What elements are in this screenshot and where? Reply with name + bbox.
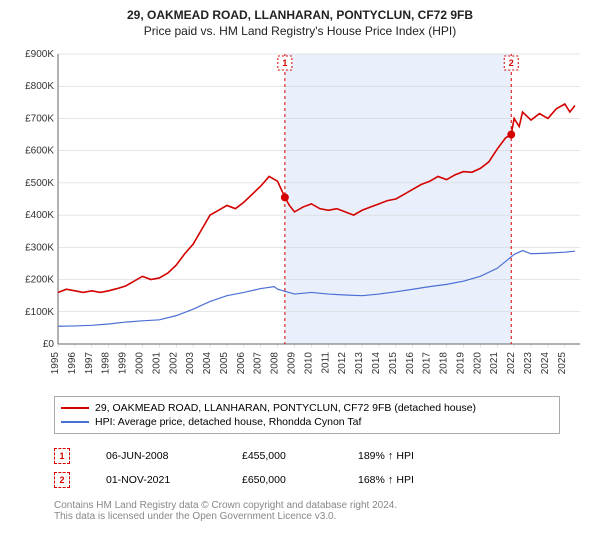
sale-marker-badge: 2: [54, 472, 70, 488]
svg-text:2022: 2022: [506, 352, 517, 375]
svg-text:£300K: £300K: [25, 242, 54, 253]
footer-line-1: Contains HM Land Registry data © Crown c…: [54, 500, 560, 511]
sale-hpi-suffix: HPI: [396, 450, 414, 462]
svg-text:£100K: £100K: [25, 307, 54, 318]
svg-text:2023: 2023: [523, 352, 534, 375]
sale-hpi-suffix: HPI: [396, 474, 414, 486]
arrow-up-icon: ↑: [388, 450, 394, 462]
sale-hpi-pct: 168%: [358, 474, 385, 486]
svg-text:2003: 2003: [185, 352, 196, 375]
svg-text:2025: 2025: [557, 352, 568, 375]
sale-price: £455,000: [242, 450, 322, 462]
sale-hpi: 168% ↑ HPI: [358, 474, 448, 486]
svg-text:£500K: £500K: [25, 178, 54, 189]
arrow-up-icon: ↑: [388, 474, 394, 486]
chart-container: 29, OAKMEAD ROAD, LLANHARAN, PONTYCLUN, …: [0, 0, 600, 526]
svg-text:1996: 1996: [67, 352, 78, 375]
svg-text:2015: 2015: [388, 352, 399, 375]
svg-text:2021: 2021: [489, 352, 500, 375]
svg-text:2018: 2018: [439, 352, 450, 375]
chart-plot: £0 £100K £200K £300K £400K £500K £600K £700K £80…: [10, 44, 590, 384]
legend-box: 29, OAKMEAD ROAD, LLANHARAN, PONTYCLUN, …: [54, 396, 560, 434]
svg-text:2008: 2008: [270, 352, 281, 375]
svg-text:1997: 1997: [84, 352, 95, 375]
sale-date: 06-JUN-2008: [106, 450, 206, 462]
svg-text:2000: 2000: [134, 352, 145, 375]
svg-text:2016: 2016: [405, 352, 416, 375]
sale-markers-table: 1 06-JUN-2008 £455,000 189% ↑ HPI 2 01-N…: [54, 444, 560, 492]
svg-text:£0: £0: [43, 339, 55, 350]
sale-price: £650,000: [242, 474, 322, 486]
svg-text:2017: 2017: [422, 352, 433, 375]
svg-text:2024: 2024: [540, 352, 551, 375]
legend-label-hpi: HPI: Average price, detached house, Rhon…: [95, 416, 361, 428]
svg-text:2006: 2006: [236, 352, 247, 375]
chart-subtitle: Price paid vs. HM Land Registry's House …: [10, 24, 590, 38]
svg-text:2020: 2020: [472, 352, 483, 375]
svg-text:2002: 2002: [168, 352, 179, 375]
svg-text:1: 1: [282, 58, 287, 68]
svg-text:1995: 1995: [50, 352, 61, 375]
svg-text:£600K: £600K: [25, 146, 54, 157]
svg-text:2: 2: [509, 58, 514, 68]
svg-text:2010: 2010: [303, 352, 314, 375]
svg-text:2001: 2001: [151, 352, 162, 375]
legend-item-hpi: HPI: Average price, detached house, Rhon…: [61, 415, 553, 429]
sale-date: 01-NOV-2021: [106, 474, 206, 486]
license-footer: Contains HM Land Registry data © Crown c…: [54, 500, 560, 522]
footer-line-2: This data is licensed under the Open Gov…: [54, 511, 560, 522]
svg-text:£800K: £800K: [25, 81, 54, 92]
legend-swatch-property: [61, 407, 89, 409]
svg-text:£900K: £900K: [25, 49, 54, 60]
svg-text:2014: 2014: [371, 352, 382, 375]
chart-title: 29, OAKMEAD ROAD, LLANHARAN, PONTYCLUN, …: [10, 8, 590, 22]
svg-text:2005: 2005: [219, 352, 230, 375]
sale-hpi: 189% ↑ HPI: [358, 450, 448, 462]
svg-text:2007: 2007: [253, 352, 264, 375]
legend-item-property: 29, OAKMEAD ROAD, LLANHARAN, PONTYCLUN, …: [61, 401, 553, 415]
legend-label-property: 29, OAKMEAD ROAD, LLANHARAN, PONTYCLUN, …: [95, 402, 476, 414]
svg-text:2004: 2004: [202, 352, 213, 375]
svg-text:1998: 1998: [101, 352, 112, 375]
svg-text:2013: 2013: [354, 352, 365, 375]
svg-text:2019: 2019: [455, 352, 466, 375]
svg-text:£200K: £200K: [25, 275, 54, 286]
svg-text:2009: 2009: [287, 352, 298, 375]
sale-marker-row: 2 01-NOV-2021 £650,000 168% ↑ HPI: [54, 468, 560, 492]
svg-text:£400K: £400K: [25, 210, 54, 221]
svg-text:2012: 2012: [337, 352, 348, 375]
sale-marker-row: 1 06-JUN-2008 £455,000 189% ↑ HPI: [54, 444, 560, 468]
sale-hpi-pct: 189%: [358, 450, 385, 462]
svg-text:2011: 2011: [320, 352, 331, 374]
svg-text:1999: 1999: [118, 352, 129, 375]
svg-text:£700K: £700K: [25, 113, 54, 124]
sale-marker-badge: 1: [54, 448, 70, 464]
legend-swatch-hpi: [61, 421, 89, 423]
